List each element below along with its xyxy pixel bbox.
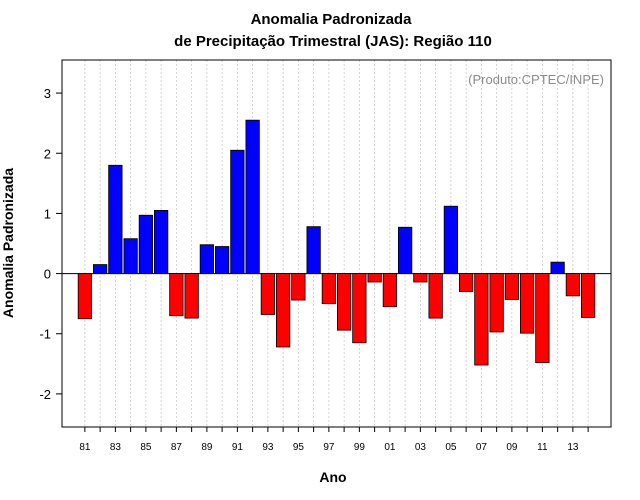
y-axis: -2 -1 0 1 2 3	[39, 86, 62, 402]
bar-96	[306, 226, 321, 274]
bar-05	[443, 205, 458, 274]
x-tick-label: 11	[537, 442, 548, 453]
chart-title: Anomalia Padronizada	[251, 11, 413, 28]
x-tick-label: 99	[354, 442, 366, 453]
bar-01	[382, 273, 397, 308]
x-tick-label: 85	[140, 442, 152, 453]
x-tick-label: 13	[567, 442, 579, 453]
y-tick-label: 2	[44, 146, 51, 161]
bar-86	[154, 210, 169, 274]
x-tick-label: 01	[384, 442, 396, 453]
y-axis-label: Anomalia Padronizada	[0, 168, 16, 318]
bar-99	[352, 273, 367, 344]
bar-11	[535, 273, 550, 364]
x-tick-label: 03	[415, 442, 427, 453]
bar-88	[184, 273, 199, 319]
x-axis: 81 83 85 87 89 91 93 95 97 99 01 03 05 07 09 11 13	[79, 427, 589, 453]
bar-00	[367, 273, 382, 283]
bar-84	[123, 238, 138, 274]
bar-10	[520, 273, 535, 334]
bar-89	[199, 244, 214, 274]
bar-85	[138, 214, 153, 274]
bar-92	[245, 119, 260, 274]
bar-98	[337, 273, 352, 331]
bar-94	[276, 273, 291, 348]
bar-95	[291, 273, 306, 301]
x-tick-label: 87	[171, 442, 183, 453]
bar-06	[459, 273, 474, 293]
x-tick-label: 81	[79, 442, 91, 453]
bar-12	[550, 261, 565, 274]
x-tick-label: 05	[445, 442, 457, 453]
bar-02	[398, 226, 413, 274]
bar-08	[489, 273, 504, 333]
x-tick-label: 07	[476, 442, 488, 453]
bar-04	[428, 273, 443, 319]
y-tick-label: -1	[39, 327, 51, 342]
bar-03	[413, 273, 428, 283]
x-tick-label: 93	[262, 442, 274, 453]
bar-90	[215, 246, 230, 274]
x-tick-label: 91	[232, 442, 244, 453]
credit-annotation: (Produto:CPTEC/INPE)	[468, 72, 604, 87]
bar-97	[321, 273, 336, 305]
bar-81	[77, 273, 92, 320]
bar-09	[504, 273, 519, 300]
y-tick-label: 1	[44, 206, 51, 221]
bar-91	[230, 149, 245, 274]
y-tick-label: -2	[39, 387, 51, 402]
bar-07	[474, 273, 489, 366]
x-tick-label: 95	[293, 442, 305, 453]
bar-13	[565, 273, 580, 297]
x-axis-label: Ano	[319, 469, 346, 485]
bar-14	[581, 273, 596, 318]
vertical-grid	[84, 60, 589, 427]
x-tick-label: 09	[506, 442, 518, 453]
plot-frame	[61, 59, 612, 428]
bar-87	[169, 273, 184, 317]
bars	[77, 119, 596, 366]
y-tick-label: 3	[44, 86, 51, 101]
chart-subtitle: de Precipitação Trimestral (JAS): Região…	[174, 33, 492, 50]
x-tick-label: 83	[110, 442, 122, 453]
bar-83	[108, 164, 123, 274]
bar-82	[93, 264, 108, 274]
x-tick-label: 97	[323, 442, 335, 453]
x-tick-label: 89	[201, 442, 213, 453]
bar-93	[260, 273, 275, 315]
y-tick-label: 0	[44, 267, 51, 282]
